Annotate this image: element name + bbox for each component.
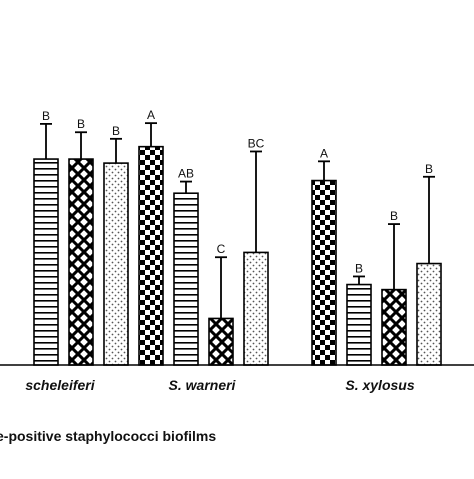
significance-letter: A (320, 146, 328, 160)
bar-crosshatch-pattern (381, 288, 407, 366)
group-label: scheleiferi (25, 377, 95, 393)
bar-checker-pattern (138, 145, 164, 366)
error-bars-layer (40, 122, 435, 319)
significance-letter: C (217, 242, 226, 256)
x-axis-title: e-positive staphylococci biofilms (0, 428, 216, 444)
significance-letter: AB (178, 167, 194, 181)
bar-checker-pattern (311, 179, 337, 366)
significance-letter: B (42, 109, 50, 123)
bar-crosshatch-pattern (68, 158, 94, 366)
significance-letter: A (147, 108, 155, 122)
significance-letter: B (355, 261, 363, 275)
bar-horizontal-stripes-pattern (33, 158, 59, 366)
group-label: S. warneri (169, 377, 237, 393)
bar-dotted-pattern (416, 262, 442, 366)
significance-letter: B (425, 162, 433, 176)
group-label: S. xylosus (345, 377, 414, 393)
significance-letter: B (112, 124, 120, 138)
significance-letter: BC (248, 136, 265, 150)
group-labels-layer: scheleiferi S. warneri S. xylosus (25, 377, 414, 393)
bar-dotted-pattern (103, 162, 129, 366)
significance-letter: B (77, 117, 85, 131)
bars-layer (33, 145, 442, 366)
bar-horizontal-stripes-pattern (346, 283, 372, 366)
bar-dotted-pattern (243, 251, 269, 366)
bar-crosshatch-pattern (208, 317, 234, 366)
significance-letter: B (390, 209, 398, 223)
bar-horizontal-stripes-pattern (173, 192, 199, 366)
